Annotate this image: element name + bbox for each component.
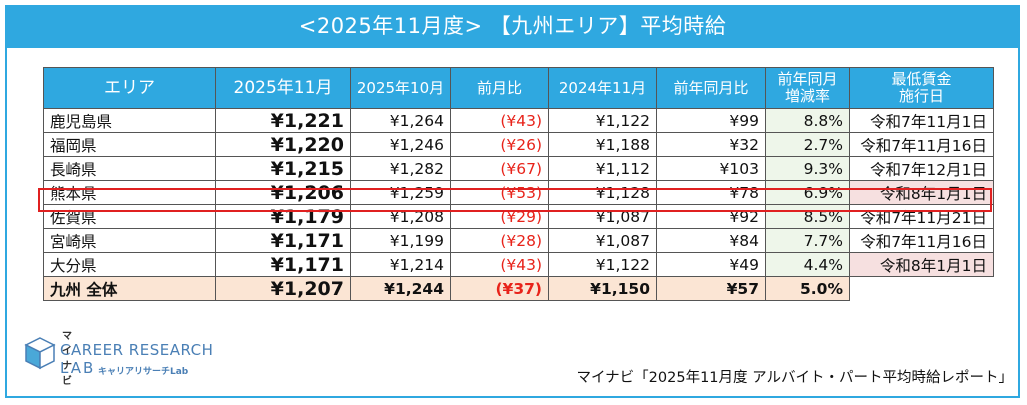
table-row: 熊本県 ¥1,206 ¥1,259 (¥53) ¥1,128 ¥78 6.9% 令和8年1月1… <box>43 180 994 205</box>
mom-cell: (¥53) <box>450 180 549 205</box>
mom-cell: (¥28) <box>450 228 549 253</box>
nov2024-cell: ¥1,122 <box>548 108 657 133</box>
min-wage-date-cell: 令和7年11月21日 <box>849 204 994 229</box>
yoy-cell: ¥99 <box>656 108 766 133</box>
header-yoy-rate-text: 前年同月 増減率 <box>777 70 838 105</box>
mom-cell: (¥43) <box>450 252 549 277</box>
total-nov2025-cell: ¥1,207 <box>215 276 351 301</box>
header-yoy-rate: 前年同月 増減率 <box>765 67 850 109</box>
logo-name: CAREER RESEARCH <box>60 341 214 359</box>
source-citation: マイナビ「2025年11月度 アルバイト・パート平均時給レポート」 <box>576 370 1013 386</box>
header-min-wage-date-text: 最低賃金 施行日 <box>891 70 952 105</box>
total-empty-cell <box>849 276 994 301</box>
mom-cell: (¥29) <box>450 204 549 229</box>
yoy-cell: ¥84 <box>656 228 766 253</box>
total-yoy-cell: ¥57 <box>656 276 766 301</box>
oct2025-cell: ¥1,259 <box>350 180 451 205</box>
min-wage-date-cell: 令和8年1月1日 <box>849 252 994 277</box>
total-oct2025-cell: ¥1,244 <box>350 276 451 301</box>
oct2025-cell: ¥1,246 <box>350 132 451 157</box>
nov2025-cell: ¥1,215 <box>215 156 351 181</box>
header-nov2024: 2024年11月 <box>548 67 657 109</box>
min-wage-date-cell: 令和7年12月1日 <box>849 156 994 181</box>
yoy-rate-cell: 6.9% <box>765 180 850 205</box>
area-cell: 佐賀県 <box>43 204 216 229</box>
yoy-cell: ¥49 <box>656 252 766 277</box>
table-row: 鹿児島県 ¥1,221 ¥1,264 (¥43) ¥1,122 ¥99 8.8% 令和7年11… <box>43 108 994 133</box>
header-min-wage-date: 最低賃金 施行日 <box>849 67 994 109</box>
mom-cell: (¥26) <box>450 132 549 157</box>
nov2024-cell: ¥1,122 <box>548 252 657 277</box>
nov2024-cell: ¥1,087 <box>548 204 657 229</box>
table-row: 福岡県 ¥1,220 ¥1,246 (¥26) ¥1,188 ¥32 2.7% 令和7年11月… <box>43 132 994 157</box>
yoy-cell: ¥92 <box>656 204 766 229</box>
wage-table: エリア 2025年11月 2025年10月 前月比 2024年11月 前年同月比… <box>43 67 994 301</box>
yoy-cell: ¥103 <box>656 156 766 181</box>
yoy-cell: ¥78 <box>656 180 766 205</box>
oct2025-cell: ¥1,264 <box>350 108 451 133</box>
area-cell: 福岡県 <box>43 132 216 157</box>
min-wage-date-cell: 令和7年11月16日 <box>849 228 994 253</box>
oct2025-cell: ¥1,282 <box>350 156 451 181</box>
oct2025-cell: ¥1,208 <box>350 204 451 229</box>
nov2024-cell: ¥1,112 <box>548 156 657 181</box>
header-nov2025: 2025年11月 <box>215 67 351 109</box>
mom-cell: (¥67) <box>450 156 549 181</box>
total-mom-cell: (¥37) <box>450 276 549 301</box>
yoy-cell: ¥32 <box>656 132 766 157</box>
yoy-rate-cell: 9.3% <box>765 156 850 181</box>
nov2025-cell: ¥1,221 <box>215 108 351 133</box>
nov2025-cell: ¥1,171 <box>215 252 351 277</box>
logo-mynavi-text: マイナビ <box>62 331 72 387</box>
nov2024-cell: ¥1,188 <box>548 132 657 157</box>
yoy-rate-cell: 2.7% <box>765 132 850 157</box>
header-area: エリア <box>43 67 216 109</box>
header-oct2025: 2025年10月 <box>350 67 451 109</box>
nov2025-cell: ¥1,171 <box>215 228 351 253</box>
area-cell: 大分県 <box>43 252 216 277</box>
nov2025-cell: ¥1,179 <box>215 204 351 229</box>
total-row: 九州 全体 ¥1,207 ¥1,244 (¥37) ¥1,150 ¥57 5.0% <box>43 276 994 301</box>
page-title: <2025年11月度> 【九州エリア】平均時給 <box>5 5 1020 48</box>
yoy-rate-cell: 7.7% <box>765 228 850 253</box>
mom-cell: (¥43) <box>450 108 549 133</box>
area-cell: 宮崎県 <box>43 228 216 253</box>
logo-lab: LAB <box>60 359 96 377</box>
table-row: 佐賀県 ¥1,179 ¥1,208 (¥29) ¥1,087 ¥92 8.5% 令和7年11月… <box>43 204 994 229</box>
area-cell: 長崎県 <box>43 156 216 181</box>
area-cell: 熊本県 <box>43 180 216 205</box>
table-header-row: エリア 2025年11月 2025年10月 前月比 2024年11月 前年同月比… <box>43 67 994 109</box>
header-mom: 前月比 <box>450 67 549 109</box>
yoy-rate-cell: 4.4% <box>765 252 850 277</box>
table-row: 長崎県 ¥1,215 ¥1,282 (¥67) ¥1,112 ¥103 9.3% 令和7年12… <box>43 156 994 181</box>
nov2024-cell: ¥1,087 <box>548 228 657 253</box>
nov2025-cell: ¥1,206 <box>215 180 351 205</box>
total-area-cell: 九州 全体 <box>43 276 216 301</box>
header-yoy: 前年同月比 <box>656 67 766 109</box>
yoy-rate-cell: 8.8% <box>765 108 850 133</box>
nov2024-cell: ¥1,128 <box>548 180 657 205</box>
oct2025-cell: ¥1,214 <box>350 252 451 277</box>
min-wage-date-cell: 令和8年1月1日 <box>849 180 994 205</box>
nov2025-cell: ¥1,220 <box>215 132 351 157</box>
oct2025-cell: ¥1,199 <box>350 228 451 253</box>
table-row: 宮崎県 ¥1,171 ¥1,199 (¥28) ¥1,087 ¥84 7.7% 令和7年11月… <box>43 228 994 253</box>
cube-logo-icon <box>24 337 56 370</box>
total-yoy-rate-cell: 5.0% <box>765 276 850 301</box>
min-wage-date-cell: 令和7年11月1日 <box>849 108 994 133</box>
total-nov2024-cell: ¥1,150 <box>548 276 657 301</box>
min-wage-date-cell: 令和7年11月16日 <box>849 132 994 157</box>
table-row: 大分県 ¥1,171 ¥1,214 (¥43) ¥1,122 ¥49 4.4% 令和8年1月1… <box>43 252 994 277</box>
area-cell: 鹿児島県 <box>43 108 216 133</box>
logo-kana: キャリアリサーチLab <box>98 367 189 377</box>
yoy-rate-cell: 8.5% <box>765 204 850 229</box>
